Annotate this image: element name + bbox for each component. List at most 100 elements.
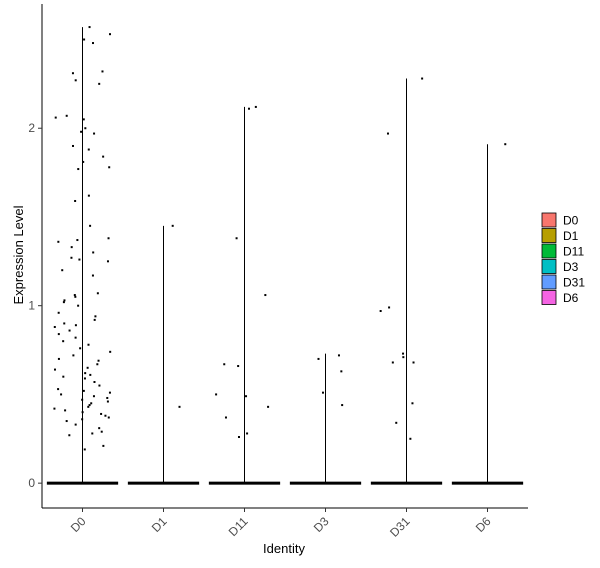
violin-d1 [127,224,200,485]
data-point [73,294,76,297]
plot-area [46,26,524,485]
violin-d11 [208,105,281,485]
data-point [84,127,87,130]
data-point [81,411,84,414]
legend-item-d0: D0 [541,212,579,228]
data-point [70,256,73,259]
data-point [337,354,340,357]
x-tick-label: D11 [226,514,251,539]
data-point [83,448,86,451]
x-tick-label: D31 [387,514,413,540]
data-point [74,336,77,339]
data-point [74,79,77,82]
data-point [57,240,60,243]
legend-item-d31: D31 [541,274,585,290]
data-point [74,295,77,298]
data-point [83,38,86,41]
legend-swatch [541,212,557,228]
legend-label: D0 [563,214,579,228]
data-point [100,430,103,433]
data-point [108,166,111,169]
data-point [81,418,84,421]
data-point [74,199,77,202]
data-point [63,299,66,302]
data-point [90,402,93,405]
data-point [70,246,73,249]
data-point [388,306,391,309]
data-point [61,269,64,272]
axes: 0 1 2 D0 D1 D11 D3 D31 D6 [28,4,528,540]
data-point [62,301,65,304]
data-point [264,294,267,297]
data-point [89,373,92,376]
data-point [87,343,90,346]
data-point [247,107,250,110]
data-point [215,393,218,396]
data-point [77,304,80,307]
data-point [62,375,65,378]
data-point [237,365,240,368]
data-point [77,168,80,171]
data-point [92,42,95,45]
data-point [102,155,105,158]
x-tick-label: D6 [473,514,494,535]
violin-d6 [451,143,524,485]
x-tick-label: D0 [68,514,89,535]
data-point [96,363,99,366]
data-point [87,148,90,151]
data-point [109,350,112,353]
data-point [106,400,109,403]
data-point [74,423,77,426]
legend-label: D1 [563,229,579,243]
data-point [60,393,63,396]
data-point [76,239,79,242]
data-point [97,359,100,362]
y-axis-title: Expression Level [11,205,26,304]
y-tick-label: 2 [28,121,35,135]
data-point [92,395,95,398]
data-point [91,274,94,277]
data-point [391,361,394,364]
violin-d0 [46,26,119,485]
data-point [341,404,344,407]
data-point [379,310,382,313]
data-point [340,370,343,373]
data-point [101,70,104,73]
data-point [62,340,65,343]
y-tick-label: 1 [28,299,35,313]
data-point [235,237,238,240]
data-point [223,363,226,366]
data-point [68,329,71,332]
data-point [88,404,91,407]
data-point [106,260,109,263]
data-point [107,416,110,419]
data-point [504,143,507,146]
data-point [104,414,107,417]
data-point [411,402,414,405]
data-point [57,333,60,336]
data-point [106,396,109,399]
data-point [245,395,248,398]
data-point [96,292,99,295]
data-point [87,405,90,408]
data-point [93,318,96,321]
data-point [68,434,71,437]
data-point [108,391,111,394]
data-point [402,356,405,359]
data-point [80,130,83,133]
data-point [54,116,57,119]
data-point [421,77,424,80]
legend-item-d11: D11 [541,243,584,259]
data-point [100,412,103,415]
data-point [82,160,85,163]
data-point [72,144,75,147]
data-point [89,224,92,227]
legend-label: D11 [563,245,584,259]
data-point [88,26,91,29]
data-point [63,322,66,325]
data-point [71,72,74,75]
data-point [53,325,56,328]
data-point [171,224,174,227]
legend-label: D3 [563,260,579,274]
